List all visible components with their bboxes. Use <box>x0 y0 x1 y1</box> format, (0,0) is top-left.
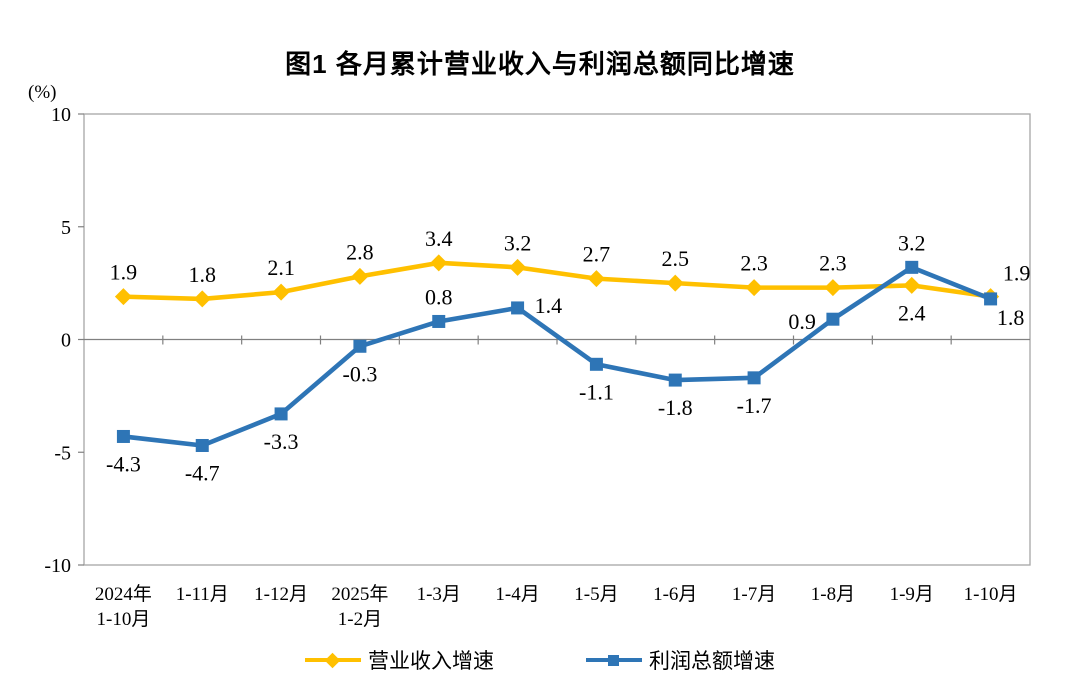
profit-point-marker <box>274 407 288 421</box>
profit-point-marker <box>984 292 998 306</box>
revenue-data-label: 2.5 <box>662 246 690 271</box>
x-axis-label: 1-8月 <box>811 584 855 605</box>
revenue-data-label: 3.4 <box>425 226 453 251</box>
profit-line <box>121 265 993 448</box>
revenue-point-marker <box>509 258 527 276</box>
revenue-data-label: 2.3 <box>740 251 768 276</box>
profit-data-label: -3.3 <box>264 429 299 454</box>
revenue-point-marker <box>903 276 921 294</box>
profit-point-marker <box>195 438 209 452</box>
profit-data-label: 1.4 <box>535 293 563 318</box>
profit-point-marker <box>353 339 367 353</box>
revenue-line <box>121 260 993 302</box>
square-marker-icon <box>608 654 619 666</box>
revenue-point-marker <box>351 267 369 285</box>
profit-point-marker <box>826 312 840 326</box>
profit-point-marker <box>905 260 919 274</box>
profit-data-label: 0.9 <box>788 309 816 334</box>
x-axis-label: 1-7月 <box>732 584 776 605</box>
legend-item-profit: 利润总额增速 <box>586 645 775 675</box>
revenue-data-label: 1.9 <box>110 260 138 285</box>
profit-legend-marker <box>586 653 642 668</box>
y-axis-tick-label: 10 <box>51 104 71 126</box>
diamond-marker-icon <box>324 652 341 668</box>
x-axis-label: 1-9月 <box>890 584 934 605</box>
legend: 营业收入增速 利润总额增速 <box>0 645 1080 675</box>
profit-point-marker <box>511 301 525 315</box>
revenue-data-label: 2.3 <box>819 251 847 276</box>
revenue-point-marker <box>114 288 132 306</box>
revenue-data-label: 2.1 <box>267 255 295 280</box>
revenue-point-marker <box>824 279 842 297</box>
x-axis-label: 1-11月 <box>176 584 229 605</box>
x-axis-label: 2024年 1-10月 <box>95 583 152 630</box>
revenue-data-label: 1.9 <box>1003 261 1031 286</box>
x-axis-label: 1-12月 <box>254 584 308 605</box>
profit-data-label: 3.2 <box>898 230 926 255</box>
y-axis-unit-label: (%) <box>28 82 57 103</box>
profit-data-label: -0.3 <box>343 361 378 386</box>
x-axis-label: 1-3月 <box>417 584 461 605</box>
profit-data-label: -1.8 <box>658 395 693 420</box>
profit-point-marker <box>116 429 130 443</box>
revenue-data-label: 2.8 <box>346 239 374 264</box>
x-axis-label: 1-4月 <box>495 584 539 605</box>
y-axis-tick-label: 5 <box>61 217 71 239</box>
y-axis-tick-label: -10 <box>44 555 71 577</box>
profit-data-label: 1.8 <box>997 305 1025 330</box>
revenue-point-marker <box>430 254 448 272</box>
profit-data-label: -1.1 <box>579 379 614 404</box>
y-axis-tick-label: 0 <box>61 330 71 352</box>
x-axis-label: 1-10月 <box>964 584 1018 605</box>
x-axis-label: 1-6月 <box>653 584 697 605</box>
profit-point-marker <box>589 357 603 371</box>
profit-legend-label: 利润总额增速 <box>649 649 775 673</box>
profit-data-label: -4.7 <box>185 460 220 485</box>
profit-data-label: -4.3 <box>106 451 141 476</box>
profit-point-marker <box>432 314 446 328</box>
revenue-data-label: 1.8 <box>189 262 217 287</box>
profit-data-label: 0.8 <box>425 284 453 309</box>
revenue-point-marker <box>745 279 763 297</box>
y-axis-tick-label: -5 <box>54 442 71 464</box>
revenue-point-marker <box>193 290 211 308</box>
x-axis-label: 1-5月 <box>574 584 618 605</box>
profit-data-label: -1.7 <box>737 393 772 418</box>
legend-item-revenue: 营业收入增速 <box>305 645 494 675</box>
x-axis-label: 2025年 1-2月 <box>331 583 388 630</box>
revenue-point-marker <box>587 270 605 288</box>
profit-point-marker <box>747 371 761 385</box>
revenue-point-marker <box>272 283 290 301</box>
chart-title: 图1 各月累计营业收入与利润总额同比增速 <box>285 49 795 79</box>
revenue-point-marker <box>666 274 684 292</box>
revenue-legend-label: 营业收入增速 <box>368 649 494 673</box>
revenue-data-label: 2.4 <box>898 300 926 325</box>
profit-point-marker <box>668 373 682 387</box>
revenue-legend-marker <box>305 652 361 668</box>
revenue-data-label: 3.2 <box>504 230 532 255</box>
revenue-data-label: 2.7 <box>583 242 611 267</box>
